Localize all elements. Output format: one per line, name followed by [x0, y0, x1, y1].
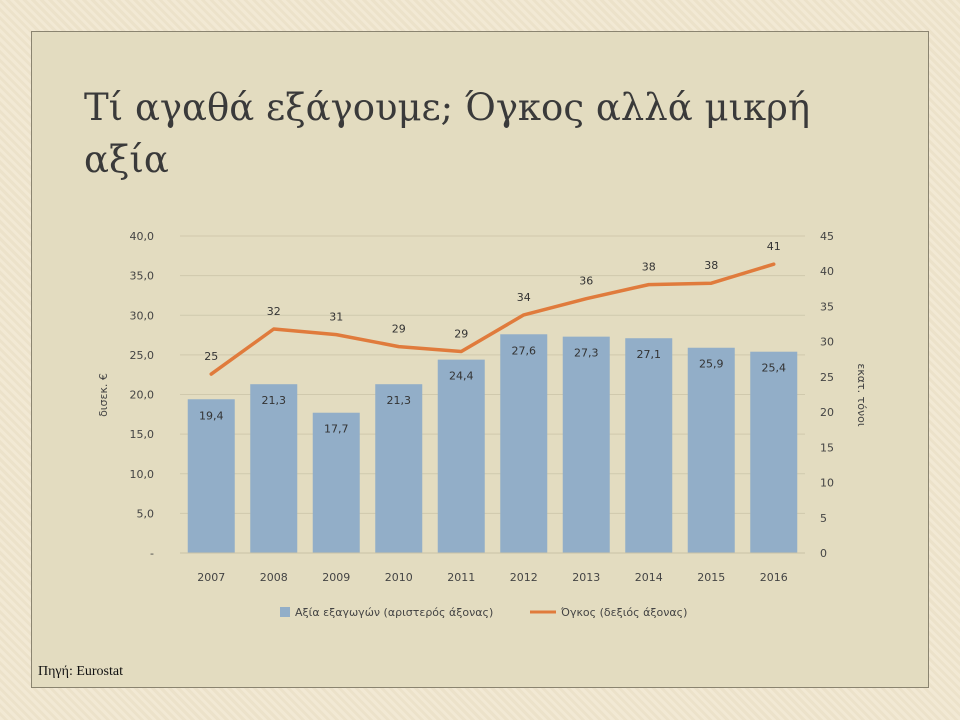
- right-tick-label: 45: [820, 230, 834, 243]
- bar: [687, 347, 735, 553]
- legend-swatch-bar: [280, 607, 290, 617]
- line-value-label: 31: [329, 311, 343, 324]
- line-value-label: 36: [579, 275, 593, 288]
- bar: [312, 412, 360, 553]
- right-tick-label: 5: [820, 512, 827, 525]
- line-value-label: 38: [704, 259, 718, 272]
- line-value-label: 34: [517, 291, 531, 304]
- left-tick-label: 15,0: [130, 428, 155, 441]
- bar-value-label: 25,4: [762, 362, 787, 375]
- bar-value-label: 19,4: [199, 409, 224, 422]
- bar-value-label: 21,3: [387, 394, 412, 407]
- legend-label-bar: Αξία εξαγωγών (αριστερός άξονας): [295, 606, 493, 619]
- right-tick-label: 0: [820, 547, 827, 560]
- data-labels: 19,4 21,3 17,7 21,3 24,4 27,6 27,3 27,1 25,9 25,4…: [199, 240, 786, 436]
- left-tick-label: 5,0: [137, 507, 155, 520]
- left-tick-label: 25,0: [130, 349, 155, 362]
- bar: [625, 338, 673, 553]
- bar: [562, 336, 610, 553]
- bar: [375, 384, 423, 553]
- right-axis-title: εκατ. τόνοι: [855, 363, 868, 427]
- bar-value-label: 25,9: [699, 358, 724, 371]
- right-tick-label: 40: [820, 265, 834, 278]
- axes: - 5,0 10,0 15,0 20,0 25,0 30,0 35,0 40,0 0 5 10 15 20…: [97, 230, 868, 584]
- left-tick-label: 20,0: [130, 389, 155, 402]
- right-tick-label: 25: [820, 371, 834, 384]
- line-value-label: 25: [204, 350, 218, 363]
- line-value-label: 29: [392, 323, 406, 336]
- x-tick-label: 2011: [447, 571, 475, 584]
- left-tick-label: 35,0: [130, 270, 155, 283]
- right-tick-label: 10: [820, 477, 834, 490]
- x-tick-label: 2012: [510, 571, 538, 584]
- bar-value-label: 24,4: [449, 370, 474, 383]
- bar: [250, 384, 298, 553]
- bar: [187, 399, 235, 553]
- right-tick-label: 30: [820, 336, 834, 349]
- right-tick-label: 20: [820, 406, 834, 419]
- bar: [500, 334, 548, 553]
- line-value-label: 38: [642, 261, 656, 274]
- left-tick-label: 10,0: [130, 468, 155, 481]
- x-tick-label: 2009: [322, 571, 350, 584]
- bar: [437, 359, 485, 553]
- bar-value-label: 21,3: [262, 394, 287, 407]
- bar-value-label: 27,6: [512, 344, 537, 357]
- legend-label-line: Όγκος (δεξιός άξονας): [560, 606, 687, 619]
- line-value-label: 41: [767, 240, 781, 253]
- x-tick-label: 2014: [635, 571, 663, 584]
- slide-title: Τί αγαθά εξάγουμε; Όγκος αλλά μικρή αξία: [84, 86, 811, 181]
- x-tick-label: 2008: [260, 571, 288, 584]
- line-value-label: 32: [267, 305, 281, 318]
- line-series: [209, 262, 776, 376]
- line-value-label: 29: [454, 328, 468, 341]
- source-note: Πηγή: Eurostat: [38, 664, 123, 679]
- x-tick-label: 2015: [697, 571, 725, 584]
- volume-line: [209, 262, 776, 376]
- bar: [750, 351, 798, 553]
- x-tick-label: 2007: [197, 571, 225, 584]
- bar-value-label: 17,7: [324, 423, 349, 436]
- right-tick-label: 15: [820, 441, 834, 454]
- legend: Αξία εξαγωγών (αριστερός άξονας) Όγκος (δ…: [280, 606, 687, 619]
- left-tick-label: 40,0: [130, 230, 155, 243]
- bar-series: [187, 334, 798, 553]
- x-tick-label: 2013: [572, 571, 600, 584]
- left-axis-title: δισεκ. €: [97, 373, 110, 417]
- x-tick-label: 2016: [760, 571, 788, 584]
- bar-value-label: 27,3: [574, 347, 599, 360]
- x-tick-label: 2010: [385, 571, 413, 584]
- bar-value-label: 27,1: [637, 348, 662, 361]
- left-tick-label: -: [150, 547, 154, 560]
- right-tick-label: 35: [820, 300, 834, 313]
- left-tick-label: 30,0: [130, 309, 155, 322]
